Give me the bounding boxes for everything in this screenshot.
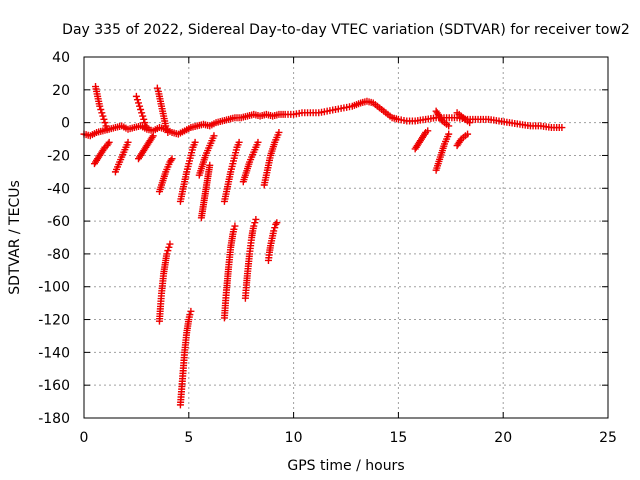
data-point: [166, 240, 174, 248]
data-point: [254, 138, 262, 146]
data-points: [80, 83, 566, 409]
y-tick-label: -20: [47, 148, 70, 164]
data-point: [139, 112, 147, 120]
y-tick-label: 40: [52, 50, 70, 66]
data-point: [250, 222, 258, 230]
y-tick-label: -120: [38, 313, 70, 329]
data-point: [210, 132, 218, 140]
chart-title: Day 335 of 2022, Sidereal Day-to-day VTE…: [62, 22, 630, 38]
data-point: [99, 112, 107, 120]
plot-frame: [83, 56, 609, 419]
data-point: [231, 222, 239, 230]
data-point: [163, 250, 171, 258]
data-point: [164, 247, 172, 255]
data-point: [98, 109, 106, 117]
y-tick-label: -40: [47, 181, 70, 197]
x-tick-label: 5: [184, 430, 193, 446]
data-point: [140, 115, 148, 123]
data-point: [102, 122, 110, 130]
data-point: [100, 115, 108, 123]
x-tick-label: 20: [494, 430, 512, 446]
data-point: [162, 122, 170, 130]
data-point: [138, 109, 146, 117]
data-point: [235, 138, 243, 146]
data-point: [251, 219, 259, 227]
data-point: [464, 130, 472, 138]
x-tick-label: 10: [285, 430, 303, 446]
x-tick-label: 15: [389, 430, 407, 446]
data-point: [136, 102, 144, 110]
data-point: [275, 128, 283, 136]
data-point: [445, 130, 453, 138]
data-point: [97, 106, 105, 114]
y-tick-label: -180: [38, 411, 70, 427]
tick-labels: 0 5 10 15 20 25 40 20 0 -20 -40 -60 -80 -100 -120 -140 -…: [38, 50, 617, 446]
x-tick-label: 0: [80, 430, 89, 446]
data-point: [165, 243, 173, 251]
data-point: [164, 128, 172, 136]
data-point: [273, 219, 281, 227]
data-point: [445, 122, 453, 130]
data-point: [206, 161, 214, 169]
data-point: [96, 102, 104, 110]
data-point: [230, 225, 238, 233]
data-point: [191, 138, 199, 146]
y-tick-label: -160: [38, 378, 70, 394]
y-tick-label: 0: [61, 116, 70, 132]
data-point: [558, 124, 566, 132]
y-tick-label: -100: [38, 280, 70, 296]
x-axis-label: GPS time / hours: [287, 458, 404, 474]
data-point: [103, 125, 111, 133]
data-point: [101, 119, 109, 127]
data-point: [143, 124, 151, 132]
data-point: [149, 132, 157, 140]
y-tick-label: -80: [47, 247, 70, 263]
y-tick-label: 20: [52, 83, 70, 99]
data-point: [133, 96, 141, 104]
data-point: [168, 155, 176, 163]
data-point: [271, 224, 279, 232]
y-tick-label: -60: [47, 214, 70, 230]
data-point: [153, 84, 161, 92]
data-point: [124, 138, 132, 146]
data-point: [270, 227, 278, 235]
data-point: [272, 220, 280, 228]
data-point: [163, 125, 171, 133]
data-point: [134, 99, 142, 107]
y-axis-label: SDTVAR / TECUs: [7, 180, 23, 295]
data-point: [137, 106, 145, 114]
data-point: [186, 311, 194, 319]
data-point: [141, 119, 149, 127]
x-tick-label: 25: [599, 430, 617, 446]
y-tick-label: -140: [38, 345, 70, 361]
data-point: [105, 138, 113, 146]
data-point: [466, 119, 474, 127]
data-point: [252, 215, 260, 223]
data-point: [187, 307, 195, 315]
data-point: [424, 127, 432, 135]
data-point: [132, 92, 140, 100]
